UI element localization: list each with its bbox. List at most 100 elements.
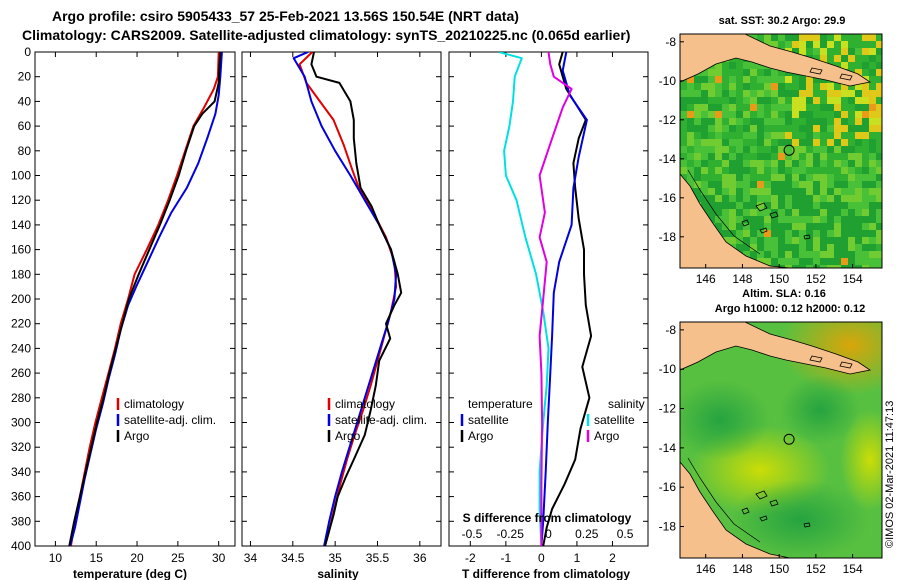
sst-pixel xyxy=(841,146,848,153)
sst-pixel xyxy=(799,160,806,167)
sst-pixel xyxy=(834,146,841,153)
sst-pixel xyxy=(722,153,729,160)
sst-pixel xyxy=(743,76,750,83)
t-difference-xlabel: T difference from climatology xyxy=(462,567,630,580)
sst-pixel xyxy=(813,41,820,48)
sla-map-title-line2: Argo h1000: 0.12 h2000: 0.12 xyxy=(715,303,865,315)
sst-pixel xyxy=(715,167,722,174)
sst-pixel xyxy=(771,125,778,132)
sst-pixel xyxy=(750,181,757,188)
sst-pixel xyxy=(736,69,743,76)
sst-pixel xyxy=(757,258,764,265)
sst-pixel xyxy=(848,48,855,55)
sst-pixel xyxy=(771,132,778,139)
sst-pixel xyxy=(750,97,757,104)
figure-title-line2: Climatology: CARS2009. Satellite-adjuste… xyxy=(22,27,630,43)
sst-pixel xyxy=(799,202,806,209)
sst-pixel xyxy=(813,34,820,41)
sst-pixel xyxy=(771,34,778,41)
sst-pixel xyxy=(722,62,729,69)
x-tick-label: 36 xyxy=(413,551,427,565)
sst-pixel xyxy=(848,265,855,268)
sst-pixel xyxy=(708,132,715,139)
sst-pixel xyxy=(841,216,848,223)
sst-pixel xyxy=(855,181,862,188)
sst-pixel xyxy=(785,34,792,41)
sst-pixel xyxy=(680,125,687,132)
sst-pixel xyxy=(743,230,750,237)
sst-pixel xyxy=(757,251,764,258)
sst-pixel xyxy=(792,202,799,209)
sst-pixel xyxy=(729,90,736,97)
sst-pixel xyxy=(827,160,834,167)
sst-pixel xyxy=(785,83,792,90)
sst-pixel xyxy=(792,160,799,167)
sst-pixel xyxy=(862,118,869,125)
figure-title-line1: Argo profile: csiro 5905433_57 25-Feb-20… xyxy=(52,8,519,24)
sla-low-anomaly-west xyxy=(680,380,770,460)
sst-pixel xyxy=(708,153,715,160)
sst-pixel xyxy=(876,230,882,237)
sst-pixel xyxy=(764,181,771,188)
sst-pixel xyxy=(715,111,722,118)
sst-pixel xyxy=(757,209,764,216)
sst-pixel xyxy=(715,209,722,216)
sst-pixel xyxy=(778,83,785,90)
sst-pixel xyxy=(806,76,813,83)
sst-pixel xyxy=(855,265,862,268)
sst-pixel xyxy=(722,216,729,223)
sst-pixel xyxy=(708,195,715,202)
sst-pixel xyxy=(687,181,694,188)
sst-pixel xyxy=(771,160,778,167)
sst-pixel xyxy=(694,76,701,83)
map-y-tick-label: -16 xyxy=(659,191,677,205)
sla-map: 146 148 150 152 154 -8 -10 -12 -14 -16 -18 xyxy=(659,321,883,576)
sst-pixel xyxy=(778,118,785,125)
sst-pixel xyxy=(722,167,729,174)
sst-pixel xyxy=(813,195,820,202)
sla-mid-anomaly-east xyxy=(840,410,882,510)
sst-pixel xyxy=(820,258,827,265)
sst-pixel xyxy=(736,90,743,97)
sst-pixel xyxy=(743,90,750,97)
sst-pixel xyxy=(848,244,855,251)
sst-pixel xyxy=(806,104,813,111)
x-tick-label: 15 xyxy=(90,551,104,565)
sst-pixel xyxy=(701,181,708,188)
sst-pixel xyxy=(799,104,806,111)
sst-pixel xyxy=(764,244,771,251)
sst-pixel xyxy=(820,251,827,258)
sst-pixel xyxy=(750,251,757,258)
sst-pixel xyxy=(799,48,806,55)
sst-pixel xyxy=(855,153,862,160)
sst-pixel xyxy=(855,230,862,237)
sst-pixel xyxy=(750,230,757,237)
sst-pixel xyxy=(806,251,813,258)
sst-pixel xyxy=(792,132,799,139)
sst-pixel xyxy=(834,55,841,62)
sst-pixel xyxy=(827,216,834,223)
sst-pixel xyxy=(841,118,848,125)
sst-pixel xyxy=(722,237,729,244)
legend-climatology-label: climatology xyxy=(335,397,395,411)
sst-pixel xyxy=(848,230,855,237)
sst-pixel xyxy=(778,160,785,167)
temperature-xlabel: temperature (deg C) xyxy=(73,567,187,580)
sst-pixel xyxy=(834,118,841,125)
sst-pixel xyxy=(785,181,792,188)
sst-pixel xyxy=(806,230,813,237)
sst-pixel xyxy=(743,244,750,251)
sst-pixel xyxy=(834,97,841,104)
sst-pixel xyxy=(876,195,882,202)
sst-pixel xyxy=(729,188,736,195)
map-x-tick-label: 146 xyxy=(696,272,716,286)
sst-pixel xyxy=(876,237,882,244)
sst-pixel xyxy=(687,146,694,153)
sst-pixel xyxy=(841,125,848,132)
sst-pixel xyxy=(757,69,764,76)
y-tick-label: 180 xyxy=(11,267,31,281)
sst-pixel xyxy=(848,153,855,160)
sst-pixel xyxy=(715,62,722,69)
sst-pixel xyxy=(862,237,869,244)
sst-pixel xyxy=(701,167,708,174)
